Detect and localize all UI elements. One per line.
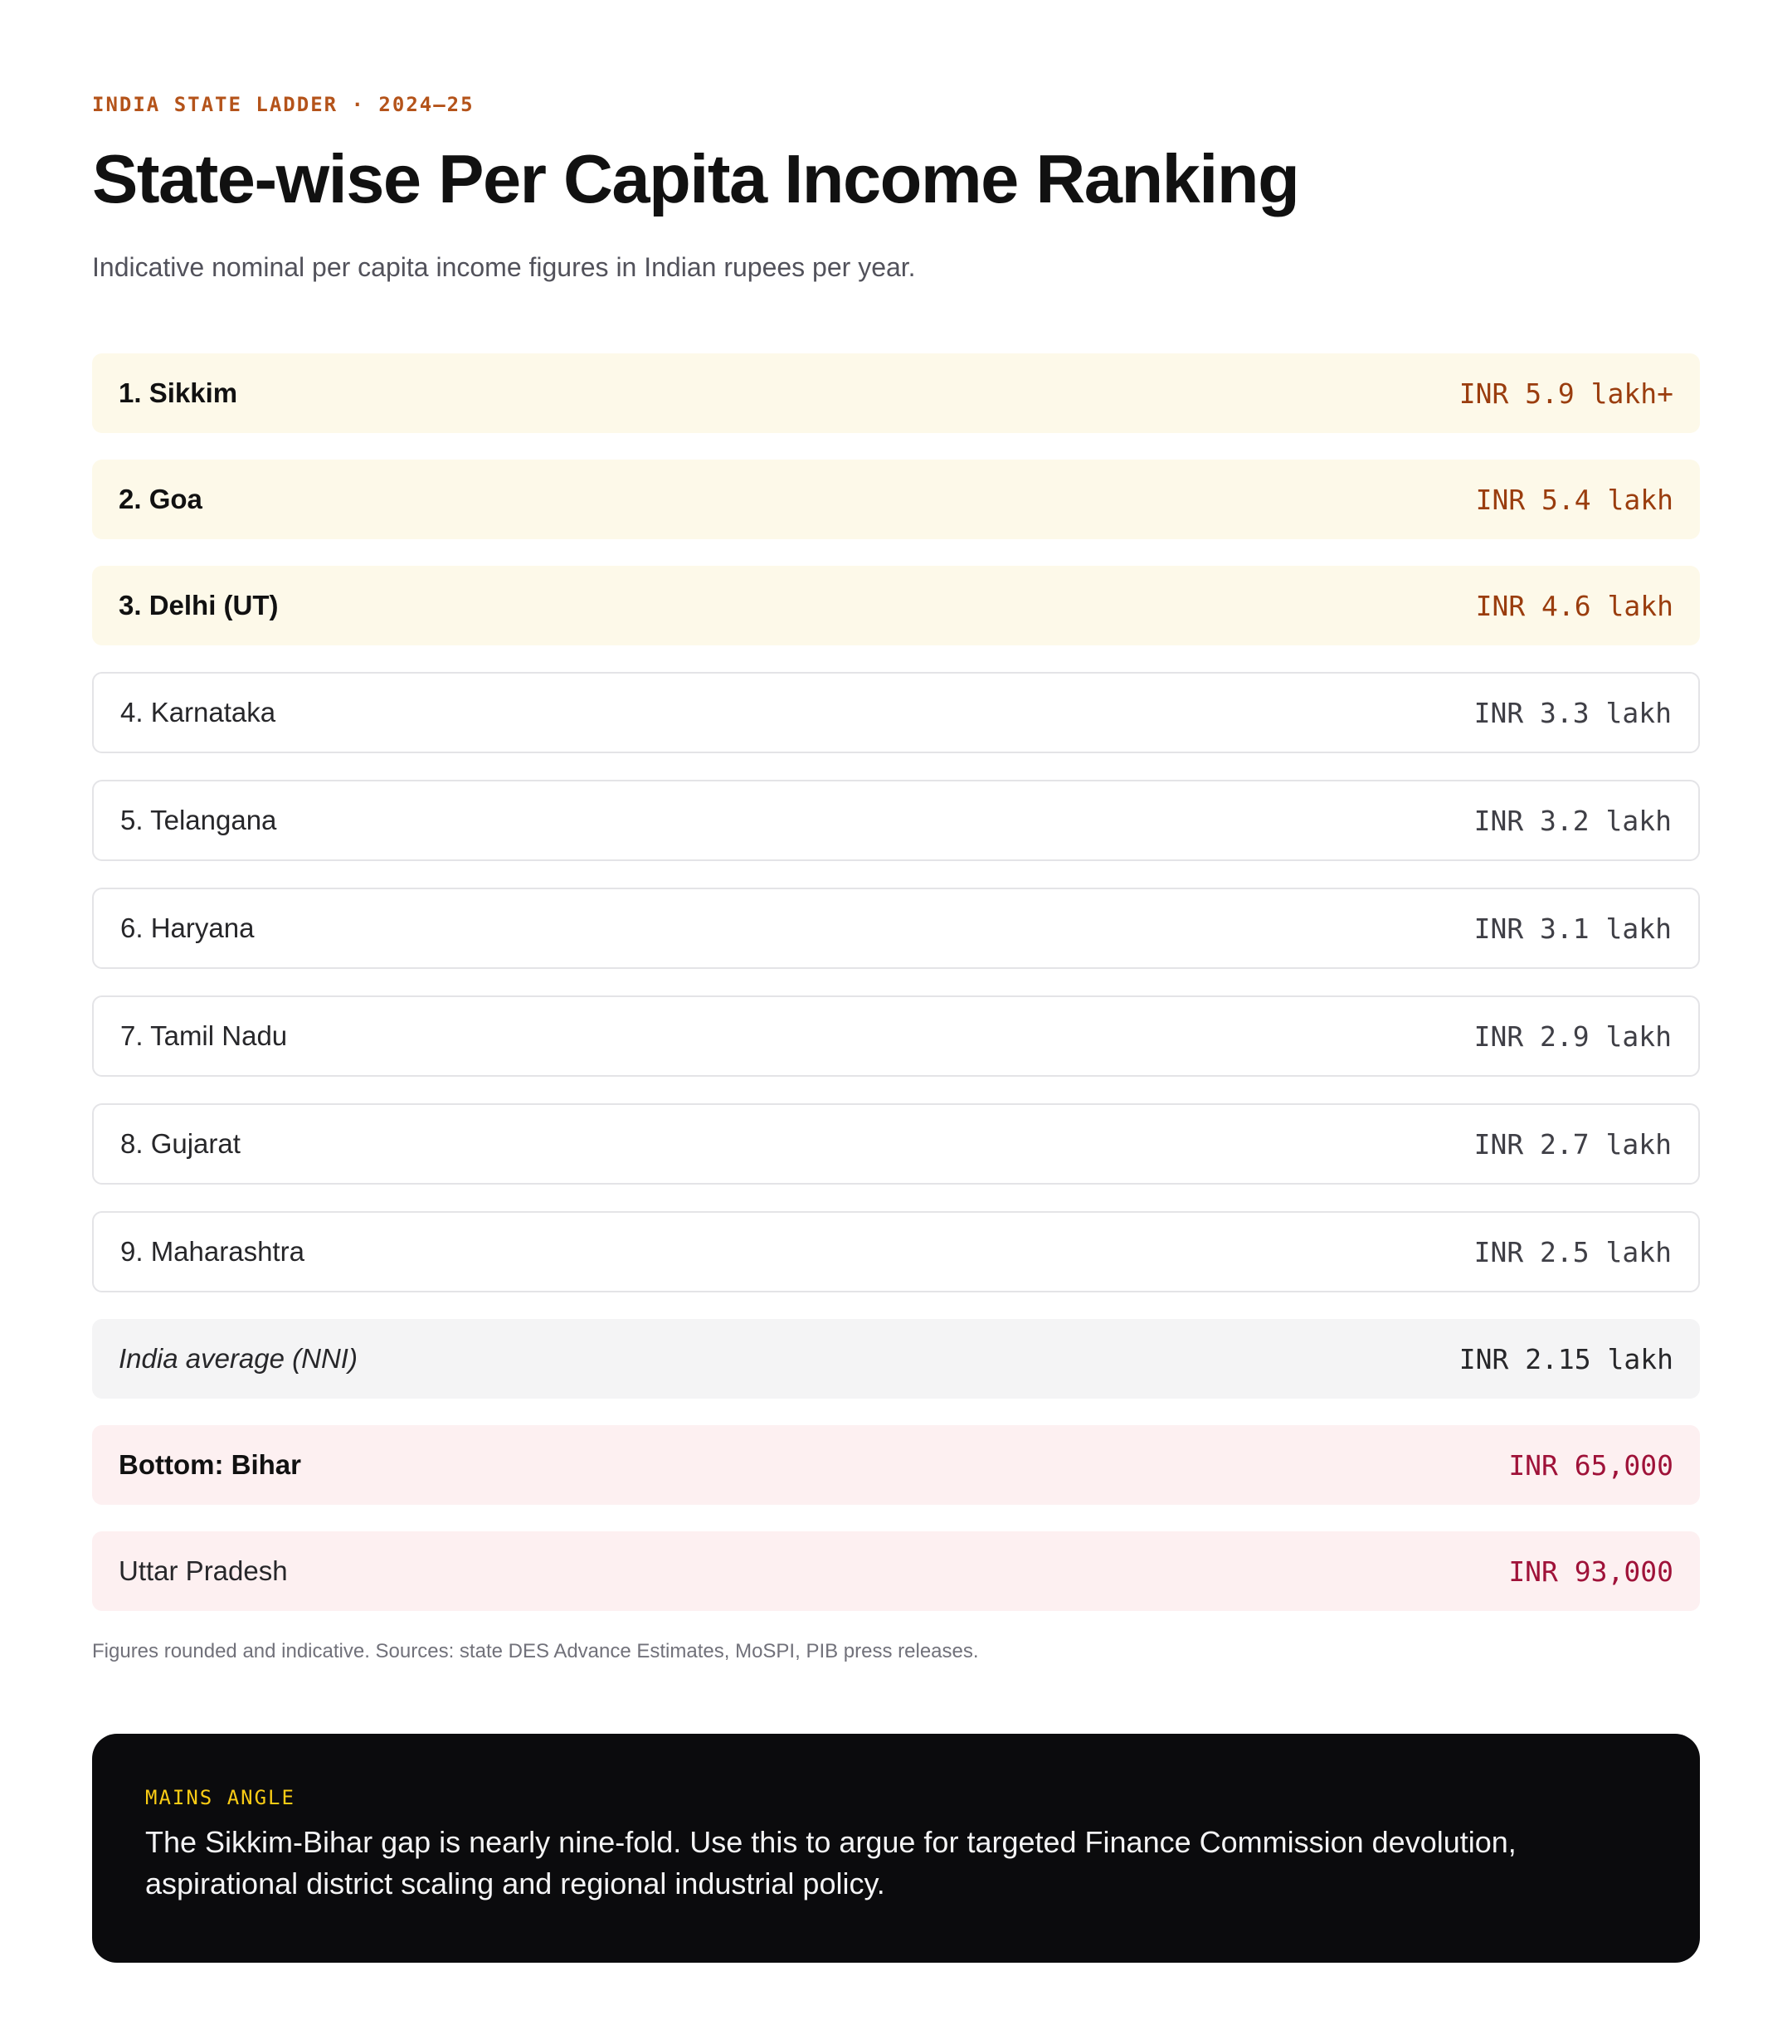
ranking-row-india-average: India average (NNI) INR 2.15 lakh xyxy=(92,1319,1700,1399)
ranking-list: 1. Sikkim INR 5.9 lakh+ 2. Goa INR 5.4 l… xyxy=(92,353,1700,1611)
mains-angle-callout: MAINS ANGLE The Sikkim-Bihar gap is near… xyxy=(92,1734,1700,1963)
income-value: INR 5.9 lakh+ xyxy=(1458,377,1673,410)
income-value: INR 65,000 xyxy=(1508,1448,1673,1482)
income-value: INR 2.15 lakh xyxy=(1458,1342,1673,1375)
income-value: INR 3.2 lakh xyxy=(1473,804,1672,837)
income-value: INR 3.3 lakh xyxy=(1473,696,1672,729)
ranking-row-goa: 2. Goa INR 5.4 lakh xyxy=(92,460,1700,539)
state-name: Uttar Pradesh xyxy=(119,1555,288,1586)
ranking-row-bihar: Bottom: Bihar INR 65,000 xyxy=(92,1425,1700,1505)
state-name: 4. Karnataka xyxy=(120,697,276,728)
state-name: Bottom: Bihar xyxy=(119,1449,301,1480)
state-name: 9. Maharashtra xyxy=(120,1236,304,1267)
ranking-row-maharashtra: 9. Maharashtra INR 2.5 lakh xyxy=(92,1211,1700,1292)
state-name: 6. Haryana xyxy=(120,912,255,943)
sources-footnote: Figures rounded and indicative. Sources:… xyxy=(92,1640,979,1662)
callout-label: MAINS ANGLE xyxy=(145,1786,295,1809)
income-value: INR 5.4 lakh xyxy=(1475,483,1673,516)
state-name: 7. Tamil Nadu xyxy=(120,1020,288,1051)
callout-text: The Sikkim-Bihar gap is nearly nine-fold… xyxy=(145,1825,1517,1900)
income-value: INR 2.7 lakh xyxy=(1473,1127,1672,1161)
ranking-row-uttar-pradesh: Uttar Pradesh INR 93,000 xyxy=(92,1531,1700,1611)
income-value: INR 93,000 xyxy=(1508,1555,1673,1588)
ranking-row-telangana: 5. Telangana INR 3.2 lakh xyxy=(92,780,1700,861)
page-title: State-wise Per Capita Income Ranking xyxy=(92,140,1300,217)
state-name: 2. Goa xyxy=(119,484,202,514)
eyebrow-label: INDIA STATE LADDER · 2024–25 xyxy=(92,93,475,116)
ranking-row-delhi: 3. Delhi (UT) INR 4.6 lakh xyxy=(92,566,1700,645)
state-name: 5. Telangana xyxy=(120,805,277,835)
page: INDIA STATE LADDER · 2024–25 State-wise … xyxy=(92,0,1700,1963)
ranking-row-haryana: 6. Haryana INR 3.1 lakh xyxy=(92,888,1700,969)
ranking-row-gujarat: 8. Gujarat INR 2.7 lakh xyxy=(92,1103,1700,1185)
page-subtitle: Indicative nominal per capita income fig… xyxy=(92,252,916,282)
income-value: INR 4.6 lakh xyxy=(1475,589,1673,622)
income-value: INR 2.5 lakh xyxy=(1473,1235,1672,1268)
income-value: INR 2.9 lakh xyxy=(1473,1020,1672,1053)
state-name: India average (NNI) xyxy=(119,1343,358,1374)
state-name: 1. Sikkim xyxy=(119,377,238,408)
state-name: 8. Gujarat xyxy=(120,1128,241,1159)
ranking-row-tamil-nadu: 7. Tamil Nadu INR 2.9 lakh xyxy=(92,995,1700,1077)
income-value: INR 3.1 lakh xyxy=(1473,912,1672,945)
state-name: 3. Delhi (UT) xyxy=(119,590,279,620)
ranking-row-sikkim: 1. Sikkim INR 5.9 lakh+ xyxy=(92,353,1700,433)
ranking-row-karnataka: 4. Karnataka INR 3.3 lakh xyxy=(92,672,1700,753)
